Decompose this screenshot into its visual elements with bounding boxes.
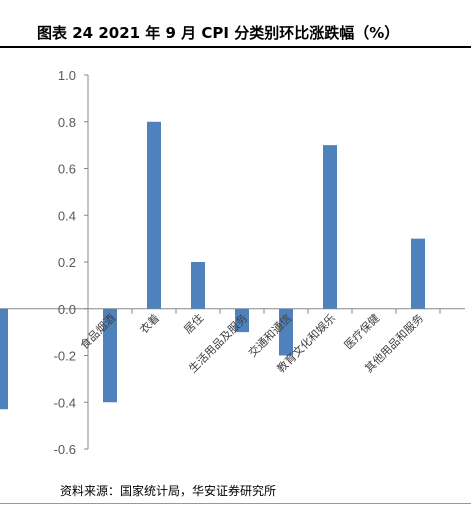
cpi-category-bar-chart: 1.0 0.8 0.6 0.4 0.2 0.0 -0.2 -0.4 -0.6 食品烟酒 衣着 居住生… [0, 68, 465, 457]
y-tick-label: 0.4 [58, 208, 76, 223]
chart-bars [0, 121, 425, 410]
bottom-divider [0, 503, 471, 504]
title-divider [0, 46, 471, 48]
bar-0 [103, 308, 117, 403]
bar-5 [323, 145, 337, 309]
category-label: 医疗保健 [341, 311, 382, 352]
y-tick-label: 0.6 [58, 162, 76, 177]
y-tick-label: 0.8 [58, 115, 76, 130]
bar-3 [235, 308, 249, 333]
y-tick-label: -0.2 [54, 349, 76, 364]
y-tick-label: 0.0 [58, 302, 76, 317]
y-tick-label: 1.0 [58, 68, 76, 83]
y-tick-label: -0.6 [54, 442, 76, 457]
source-note: 资料来源：国家统计局，华安证券研究所 [60, 484, 277, 498]
bar-2 [191, 262, 205, 309]
bar-7 [411, 238, 425, 309]
partial-bar-left-edge [0, 308, 8, 410]
category-label: 衣着 [137, 311, 162, 336]
y-tick-label: -0.4 [54, 395, 76, 410]
bar-1 [147, 121, 161, 309]
chart-title: 图表 24 2021 年 9 月 CPI 分类别环比涨跌幅（%） [37, 24, 400, 42]
chart-axes: 1.0 0.8 0.6 0.4 0.2 0.0 -0.2 -0.4 -0.6 [0, 68, 465, 457]
category-label: 居住 [181, 311, 206, 336]
bar-4 [279, 308, 293, 356]
y-tick-label: 0.2 [58, 255, 76, 270]
